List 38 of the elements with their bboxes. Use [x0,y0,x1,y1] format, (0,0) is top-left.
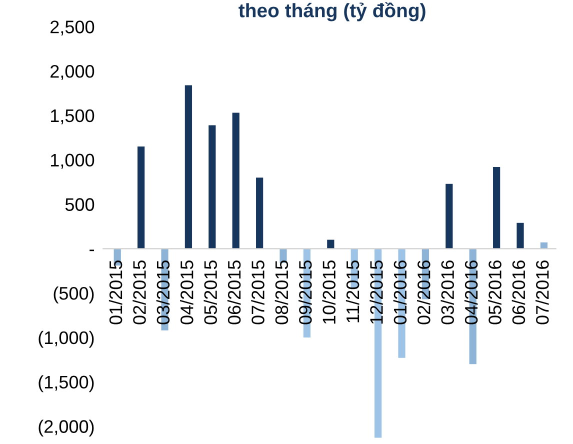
x-tick-label: 04/2015 [180,260,194,324]
x-tick-label: 12/2015 [370,260,383,324]
x-tick-label: 09/2015 [298,260,312,324]
bar [493,166,500,249]
x-tick-label: 07/2015 [251,260,264,324]
bar [138,146,145,249]
x-tick-label: 01/2016 [393,260,407,324]
x-tick-label: 10/2015 [322,260,336,324]
bar [208,125,216,249]
x-tick-label: 01/2015 [108,260,122,324]
bar [516,222,524,249]
x-tick-label: 06/2016 [512,260,526,324]
x-tick-label: 11/2015 [346,260,360,322]
y-tick-label: 500 [65,198,94,211]
x-tick-label: 05/2016 [488,260,502,324]
x-tick-label: 08/2015 [274,260,288,324]
bar [232,112,240,249]
x-tick-label: 07/2016 [536,260,549,324]
x-tick-label: 03/2016 [440,260,454,324]
y-tick-label: (1,000) [38,330,94,348]
x-tick-label: 02/2015 [132,260,146,324]
y-tick-label: (500) [54,286,94,304]
bar [256,178,264,249]
x-tick-label: 05/2015 [204,260,218,324]
y-tick-label: 2,500 [50,20,94,36]
x-tick-label: 02/2016 [417,260,430,324]
x-tick-label: 03/2015 [156,260,170,324]
y-tick-label: 2,000 [50,64,94,80]
x-tick-label: 04/2016 [464,260,478,324]
bar [446,184,453,249]
x-tick-label: 06/2015 [227,260,241,324]
y-tick-label: - [90,250,94,252]
chart-title: theo tháng (tỷ đồng) [238,2,426,22]
y-tick-label: 1,000 [51,154,94,169]
y-tick-label: (1,500) [38,375,94,392]
y-tick-label: 1,500 [51,109,94,124]
bar [184,85,192,249]
y-tick-label: (2,000) [38,420,94,437]
